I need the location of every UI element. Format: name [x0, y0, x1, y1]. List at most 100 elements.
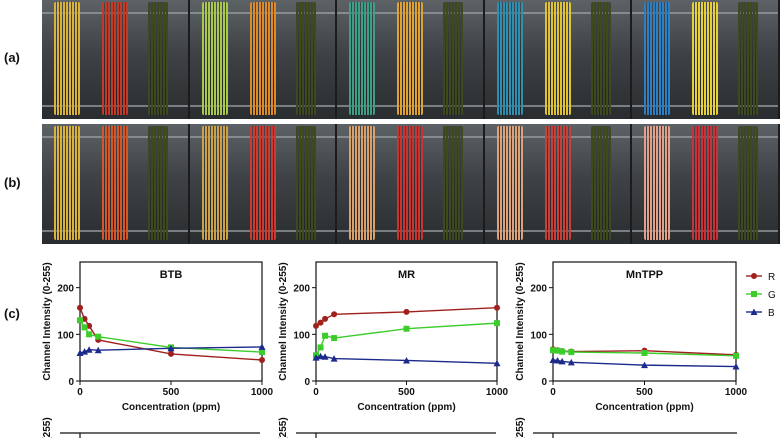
marker-square	[554, 347, 561, 354]
chart-title: MR	[398, 269, 415, 281]
fiber-bundle	[148, 2, 168, 115]
marker-circle	[751, 273, 757, 279]
legend-label: B	[768, 308, 775, 319]
fiber-bundle	[738, 2, 759, 115]
marker-square	[259, 349, 265, 356]
fiber-bundle	[692, 126, 719, 240]
marker-square	[751, 291, 757, 297]
marker-circle	[77, 304, 83, 311]
y-tick-label: 0	[541, 377, 547, 388]
marker-triangle	[330, 355, 338, 362]
fiber-bundle	[249, 126, 276, 240]
lower-y-axis-label-partial: (255)	[278, 417, 289, 438]
x-tick-label: 500	[398, 387, 415, 398]
marker-triangle	[641, 361, 648, 369]
marker-triangle	[258, 343, 266, 350]
marker-triangle	[94, 346, 102, 354]
fiber-bundle	[544, 126, 571, 240]
x-tick-label: 1000	[251, 387, 274, 398]
marker-square	[331, 335, 338, 342]
marker-triangle	[85, 346, 93, 353]
y-axis-label: Channel Intensity (0-255)	[278, 262, 289, 380]
marker-triangle	[558, 357, 566, 365]
photo-tile	[632, 124, 778, 244]
marker-square	[733, 352, 739, 359]
marker-square	[317, 344, 324, 351]
panel-label-a: (a)	[4, 50, 20, 65]
marker-circle	[259, 357, 265, 363]
photo-tile	[189, 124, 336, 244]
legend-label: G	[768, 290, 776, 301]
marker-square	[641, 350, 648, 356]
marker-square	[81, 324, 88, 331]
x-tick-label: 500	[163, 387, 180, 398]
legend-label: R	[768, 272, 775, 283]
fiber-bundle	[54, 126, 80, 240]
fiber-bundle	[201, 126, 228, 240]
marker-circle	[331, 311, 338, 318]
x-tick-label: 1000	[725, 387, 748, 398]
photo-tile	[42, 124, 188, 244]
y-tick-label: 100	[57, 330, 74, 341]
fiber-bundle	[496, 126, 523, 240]
fiber-bundle	[102, 126, 128, 240]
marker-triangle	[321, 353, 329, 360]
marker-square	[403, 325, 410, 332]
fiber-bundle	[249, 2, 276, 115]
fiber-bundle	[644, 126, 671, 240]
marker-square	[77, 317, 83, 324]
fiber-bundle	[443, 126, 464, 240]
marker-triangle	[732, 363, 740, 370]
fiber-bundle	[295, 126, 316, 240]
marker-circle	[317, 319, 324, 326]
fiber-bundle	[644, 2, 671, 115]
fiber-bundle	[295, 2, 316, 115]
x-tick-label: 0	[550, 387, 556, 398]
marker-circle	[322, 315, 329, 322]
fiber-bundle	[738, 126, 759, 240]
fiber-bundle	[397, 126, 424, 240]
photo-tile	[484, 0, 631, 119]
y-tick-label: 200	[57, 284, 74, 295]
fiber-bundle	[590, 126, 611, 240]
y-tick-label: 0	[304, 377, 310, 388]
marker-circle	[81, 315, 88, 322]
photo-row-b	[42, 124, 780, 244]
lower-y-axis-label-partial: (255)	[42, 417, 53, 438]
y-axis-label: Channel Intensity (0-255)	[42, 262, 53, 380]
chart-title: BTB	[160, 269, 183, 281]
fiber-bundle	[54, 2, 80, 115]
panel-label-c: (c)	[4, 306, 20, 321]
lower-y-axis-label-partial: (255)	[515, 417, 526, 438]
photo-tile	[42, 0, 188, 119]
fiber-bundle	[692, 2, 719, 115]
marker-triangle	[317, 352, 325, 360]
photo-tile	[337, 0, 483, 119]
marker-triangle	[81, 348, 89, 355]
marker-triangle	[567, 358, 575, 366]
y-tick-label: 0	[68, 377, 74, 388]
marker-square	[494, 320, 500, 327]
marker-circle	[403, 308, 410, 315]
marker-circle	[86, 322, 93, 329]
y-axis-label: Channel Intensity (0-255)	[515, 262, 526, 380]
photo-tile	[189, 0, 336, 119]
x-axis-label: Concentration (ppm)	[122, 402, 220, 413]
marker-triangle	[493, 359, 501, 367]
marker-square	[95, 333, 102, 340]
y-tick-label: 100	[530, 330, 547, 341]
fiber-bundle	[148, 126, 168, 240]
x-tick-label: 500	[636, 387, 653, 398]
marker-triangle	[554, 356, 562, 364]
marker-square	[550, 347, 556, 354]
fiber-bundle	[201, 2, 228, 115]
x-axis-label: Concentration (ppm)	[357, 402, 455, 413]
marker-square	[322, 332, 329, 339]
photo-tile	[337, 124, 483, 244]
y-tick-label: 200	[530, 284, 547, 295]
marker-square	[559, 348, 566, 355]
fiber-bundle	[496, 2, 523, 115]
y-tick-label: 100	[293, 330, 310, 341]
photo-tile	[484, 124, 631, 244]
